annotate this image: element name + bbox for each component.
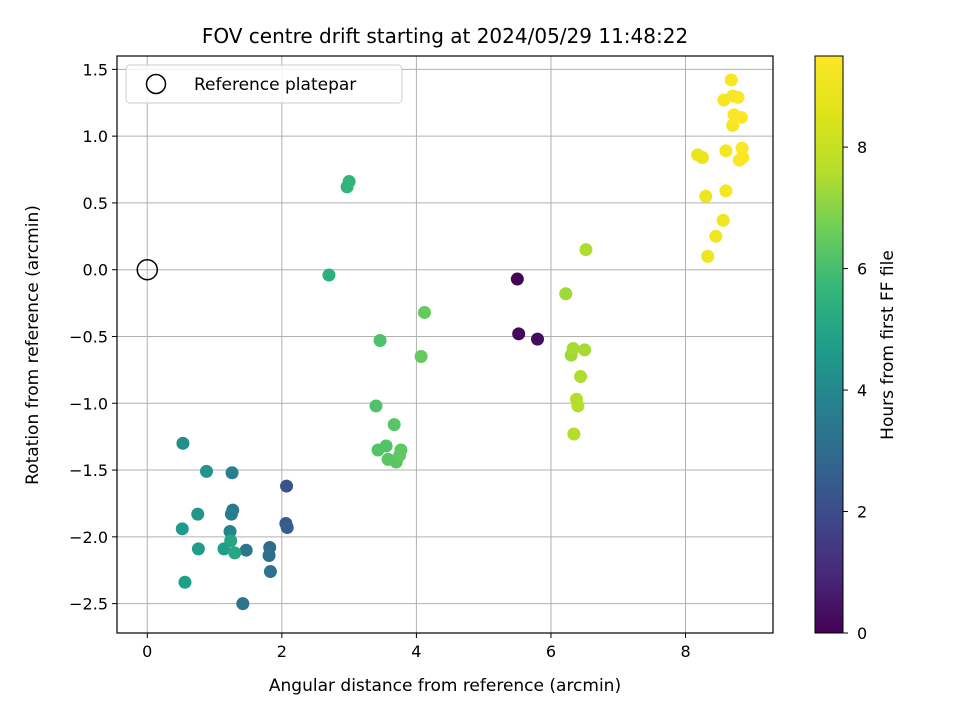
y-tick-label: 0.5	[83, 194, 108, 213]
data-point	[417, 305, 431, 319]
reference-point	[136, 258, 159, 281]
colorbar-tick-label: 8	[857, 138, 867, 157]
data-point	[176, 436, 190, 450]
x-tick-label: 2	[277, 642, 287, 661]
data-point	[709, 229, 723, 243]
data-point	[387, 418, 401, 432]
x-tick-label: 6	[546, 642, 556, 661]
colorbar-ticks: 0 2 4 6 8	[843, 138, 867, 643]
data-point	[373, 333, 387, 347]
data-point	[731, 90, 745, 104]
data-point	[379, 439, 393, 453]
data-point	[175, 522, 189, 536]
y-tick-label: 0.0	[83, 261, 108, 280]
data-point	[191, 542, 205, 556]
colorbar-gradient	[814, 55, 844, 634]
x-tick-label: 4	[411, 642, 421, 661]
data-point	[578, 343, 592, 357]
colorbar-tick-label: 0	[857, 624, 867, 643]
y-tick-label: −2.5	[69, 595, 108, 614]
y-tick-label: −0.5	[69, 327, 108, 346]
plot-frame	[116, 55, 774, 634]
data-point	[280, 479, 294, 493]
data-point	[724, 73, 738, 87]
legend-marker-reference	[145, 73, 167, 95]
data-point	[280, 520, 294, 534]
data-point	[510, 272, 524, 286]
data-point	[699, 189, 713, 203]
data-point	[579, 243, 593, 257]
data-point	[735, 141, 749, 155]
data-point	[567, 427, 581, 441]
y-axis-label: Rotation from reference (arcmin)	[23, 205, 43, 485]
data-point	[369, 399, 383, 413]
y-tick-label: −1.0	[69, 394, 108, 413]
chart-title: FOV centre drift starting at 2024/05/29 …	[202, 24, 688, 48]
data-point	[695, 151, 709, 165]
colorbar-tick-label: 6	[857, 260, 867, 279]
colorbar-label: Hours from first FF file	[878, 250, 898, 440]
data-point	[236, 597, 250, 611]
data-point	[414, 350, 428, 364]
data-point	[734, 110, 748, 124]
x-tick-label: 8	[680, 642, 690, 661]
data-point	[512, 327, 526, 341]
y-tick-label: −1.5	[69, 461, 108, 480]
data-point	[394, 443, 408, 457]
data-point	[342, 175, 356, 189]
data-point	[228, 546, 242, 560]
data-point	[719, 184, 733, 198]
data-point	[726, 118, 740, 132]
data-point	[224, 534, 238, 548]
colorbar-tick-label: 2	[857, 503, 867, 522]
y-tick-label: 1.0	[83, 127, 108, 146]
y-axis-ticks: −2.5 −2.0 −1.5 −1.0 −0.5 0.0 0.5 1.0 1.5	[69, 60, 117, 614]
x-axis-ticks: 0 2 4 6 8	[142, 633, 691, 661]
data-point	[716, 213, 730, 227]
data-point	[574, 370, 588, 384]
grid-lines	[117, 56, 773, 633]
reference-point-group	[136, 258, 159, 281]
y-tick-label: −2.0	[69, 528, 108, 547]
data-point	[566, 342, 580, 356]
data-point	[262, 549, 276, 563]
data-point	[191, 507, 205, 521]
data-points	[175, 73, 750, 611]
legend: Reference platepar	[125, 64, 403, 104]
colorbar-tick-label: 4	[857, 381, 867, 400]
data-point	[199, 464, 213, 478]
data-point	[571, 399, 585, 413]
data-point	[263, 565, 277, 579]
data-point	[223, 524, 237, 538]
y-tick-label: 1.5	[83, 60, 108, 79]
data-point	[719, 144, 733, 158]
x-tick-label: 0	[142, 642, 152, 661]
legend-entry-reference-platepar: Reference platepar	[194, 75, 356, 95]
data-point	[225, 466, 239, 480]
colorbar: 0 2 4 6 8 Hours from first FF file	[814, 55, 898, 643]
data-point	[736, 151, 750, 165]
data-point	[701, 249, 715, 263]
data-point	[224, 507, 238, 521]
data-point	[178, 575, 192, 589]
data-point	[322, 268, 336, 282]
x-axis-label: Angular distance from reference (arcmin)	[269, 676, 621, 696]
legend-box	[125, 64, 403, 104]
data-point	[531, 332, 545, 346]
data-point	[559, 287, 573, 301]
data-point	[239, 543, 253, 557]
